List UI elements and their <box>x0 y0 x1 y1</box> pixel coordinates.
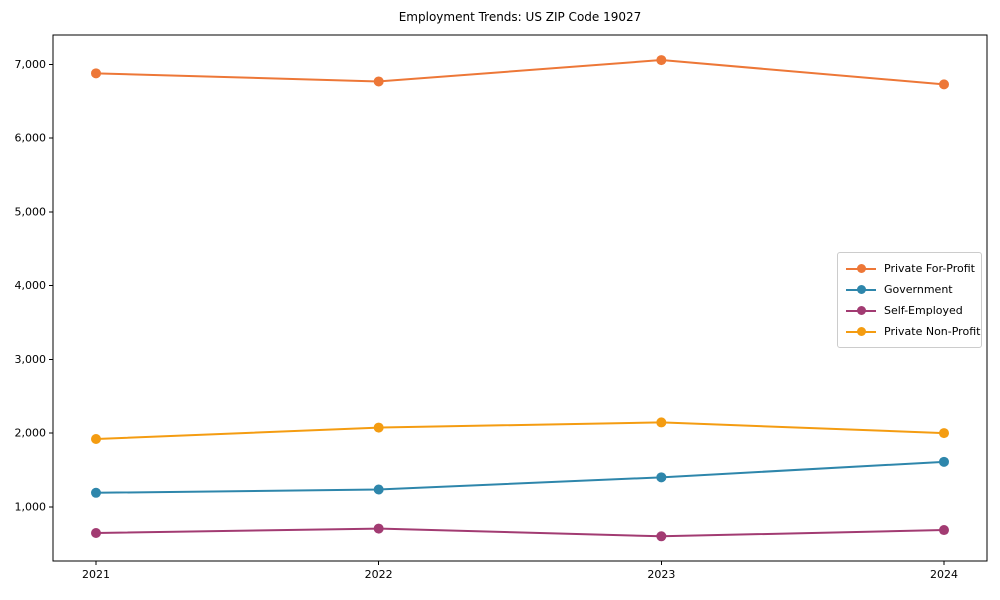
series-line-private-non-profit <box>95 421 945 440</box>
series-line-self-employed <box>95 527 945 538</box>
x-tick-label: 2021 <box>82 568 110 581</box>
legend-line-marker-icon <box>846 264 876 273</box>
y-tick-label: 6,000 <box>15 132 47 145</box>
series-line-private-for-profit <box>95 59 945 86</box>
data-point[interactable] <box>656 417 667 428</box>
data-point[interactable] <box>939 79 949 90</box>
data-point[interactable] <box>373 76 384 87</box>
y-tick-label: 3,000 <box>15 353 47 366</box>
data-point[interactable] <box>91 433 101 444</box>
legend-label: Private For-Profit <box>884 262 975 275</box>
data-point[interactable] <box>91 68 101 79</box>
legend: Private For-Profit Government Self-Employe… <box>837 252 982 348</box>
y-tick-label: 1,000 <box>15 500 47 513</box>
data-point[interactable] <box>373 422 384 433</box>
data-point[interactable] <box>656 55 667 66</box>
data-point[interactable] <box>656 531 667 542</box>
legend-item[interactable]: Government <box>846 279 973 300</box>
legend-line-marker-icon <box>846 306 876 315</box>
x-tick-label: 2022 <box>365 568 393 581</box>
plot-border <box>52 34 988 562</box>
data-point[interactable] <box>373 484 384 495</box>
y-tick-label: 7,000 <box>15 58 47 71</box>
data-point[interactable] <box>939 525 949 536</box>
y-tick-label: 4,000 <box>15 279 47 292</box>
y-tick-label: 5,000 <box>15 205 47 218</box>
chart-title: Employment Trends: US ZIP Code 19027 <box>398 10 642 24</box>
legend-label: Self-Employed <box>884 304 963 317</box>
legend-label: Government <box>884 283 953 296</box>
legend-line-marker-icon <box>846 285 876 294</box>
y-tick-label: 2,000 <box>15 427 47 440</box>
series-line-government <box>95 460 945 494</box>
x-tick-label: 2024 <box>930 568 958 581</box>
data-point[interactable] <box>373 523 384 534</box>
x-tick-label: 2023 <box>647 568 675 581</box>
data-point[interactable] <box>939 456 949 467</box>
data-point[interactable] <box>939 428 949 439</box>
legend-label: Private Non-Profit <box>884 325 981 338</box>
data-point[interactable] <box>91 527 101 538</box>
legend-item[interactable]: Private For-Profit <box>846 258 975 279</box>
legend-item[interactable]: Private Non-Profit <box>846 321 980 342</box>
legend-line-marker-icon <box>846 327 876 336</box>
legend-item[interactable]: Self-Employed <box>846 300 973 321</box>
data-point[interactable] <box>91 487 101 498</box>
data-point[interactable] <box>656 472 667 483</box>
